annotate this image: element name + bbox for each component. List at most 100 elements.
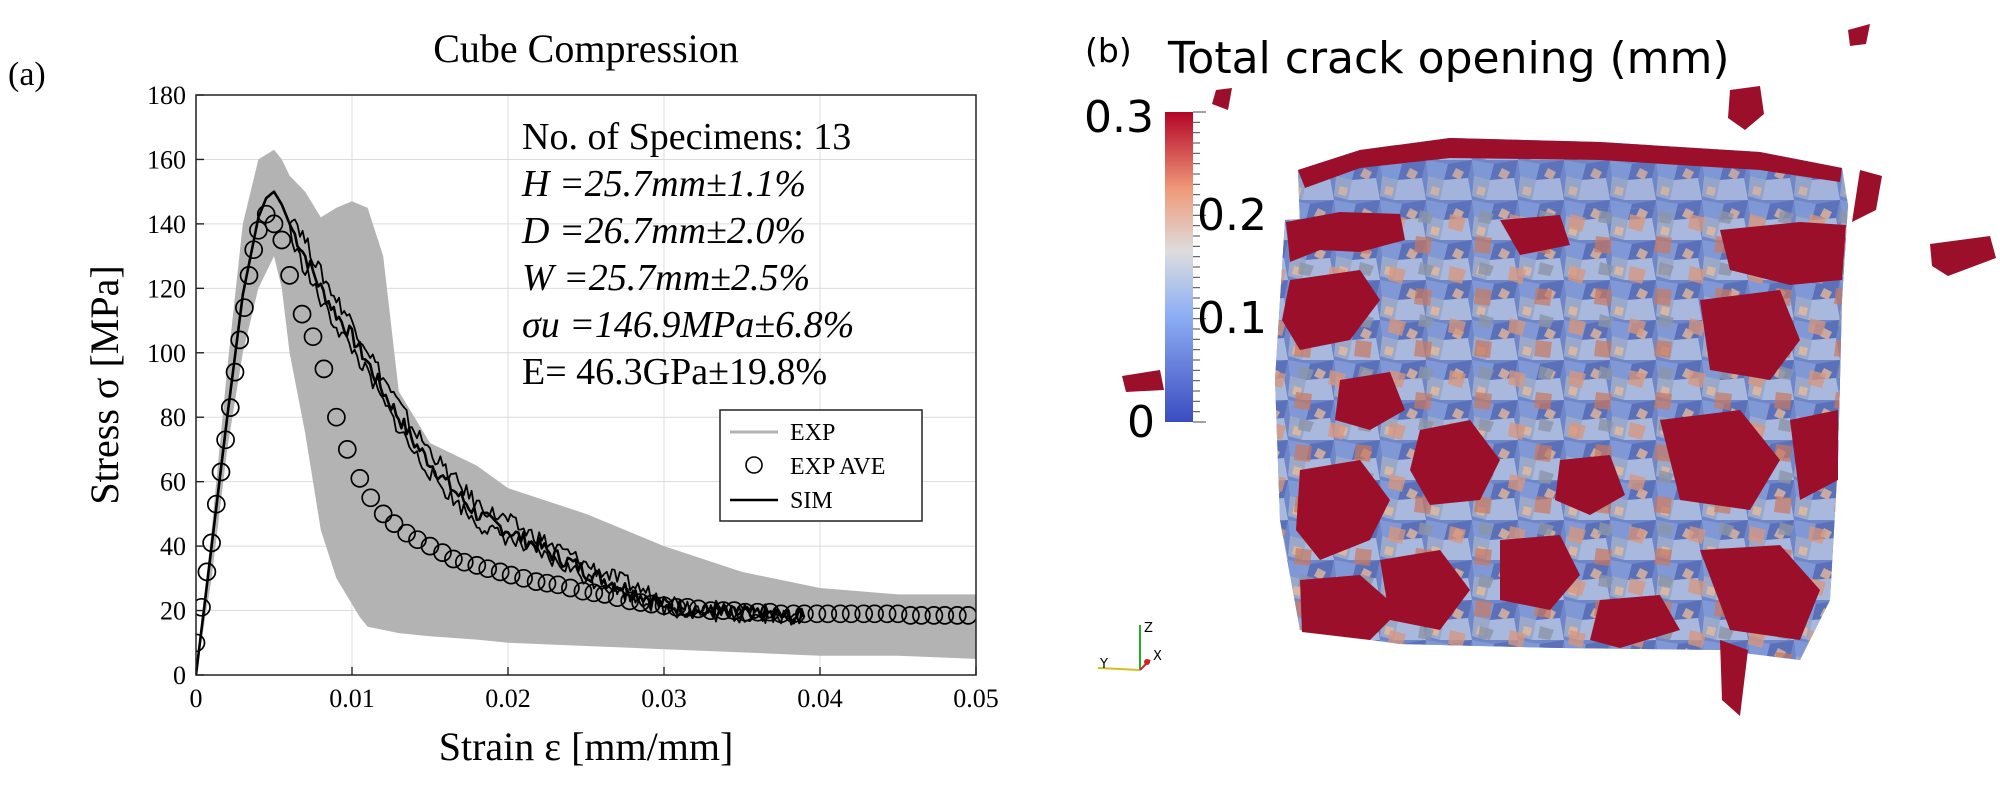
exp-band-layer — [196, 149, 976, 675]
exp-ave-marker — [573, 581, 593, 601]
panel-b: (b) Total crack opening (mm) 0.3 0.2 0.1… — [1084, 24, 1996, 716]
fragment — [1848, 24, 1870, 46]
panel-a: (a) Cube Compression 0 0.01 0.02 0.03 0.04 0.… — [8, 26, 999, 769]
y-tick-label: 60 — [160, 468, 186, 497]
annotation-ultimate-stress: σu =146.9MPa±6.8% — [522, 304, 854, 346]
exp-ave-marker — [877, 604, 897, 624]
annotation-modulus: E= 46.3GPa±19.8% — [522, 351, 827, 393]
exp-ave-marker — [537, 573, 557, 593]
exp-ave-marker — [678, 597, 697, 617]
exp-ave-marker — [501, 565, 521, 585]
y-tick-label: 120 — [147, 274, 186, 303]
legend-exp-label: EXP — [790, 420, 835, 446]
exp-ave-marker — [584, 583, 604, 603]
exp-ave-marker — [397, 523, 416, 543]
exp-ave-marker — [561, 578, 580, 598]
exp-ave-marker — [818, 604, 838, 624]
triad-z-label: Z — [1144, 621, 1153, 636]
exp-ave-marker — [216, 430, 235, 450]
fragment — [1720, 640, 1748, 716]
y-axis-label: Stress σ [MPa] — [82, 265, 127, 504]
x-tick-label: 0.02 — [485, 684, 531, 713]
colorbar-min-label: 0 — [1127, 397, 1155, 448]
y-tick-label: 80 — [160, 403, 186, 432]
exp-ave-marker — [760, 602, 780, 622]
exp-ave-marker-layer — [196, 204, 976, 653]
exp-ave-marker — [337, 440, 357, 459]
exp-ave-marker — [420, 536, 440, 556]
cracked-cube-render — [1122, 24, 1996, 716]
exp-ave-marker — [478, 559, 498, 579]
exp-ave-marker — [244, 240, 264, 260]
exp-ave-marker — [384, 514, 404, 533]
y-tick-label: 140 — [147, 210, 186, 239]
triad-y-axis — [1097, 667, 1141, 671]
legend: EXP EXP AVE SIM — [719, 409, 923, 522]
panel-a-label: (a) — [8, 56, 46, 93]
exp-ave-marker — [350, 469, 370, 488]
axis-ticks: 0 0.01 0.02 0.03 0.04 0.05 0 20 40 60 80 100 120 140 1… — [147, 81, 999, 713]
x-tick-label: 0.05 — [953, 684, 999, 713]
exp-ave-marker — [526, 572, 546, 591]
exp-ave-marker — [467, 556, 487, 575]
exp-ave-marker — [947, 606, 967, 625]
exp-ave-marker — [454, 552, 474, 572]
exp-ave-marker — [667, 597, 686, 617]
annotation-specimens: No. of Specimens: 13 — [522, 116, 851, 158]
exp-ave-marker — [620, 591, 640, 611]
fragment — [1122, 370, 1164, 392]
triad-x-label: X — [1153, 649, 1162, 664]
x-tick-label: 0 — [190, 684, 203, 713]
exp-ave-marker — [444, 549, 463, 569]
exp-ave-marker — [196, 633, 206, 653]
specimen-annotation: No. of Specimens: 13 H =25.7mm±1.1% D =2… — [521, 116, 854, 393]
exp-ave-marker — [220, 398, 240, 417]
exp-ave-marker — [280, 266, 299, 285]
annotation-width: W =25.7mm±2.5% — [522, 257, 810, 299]
exp-ave-marker — [748, 602, 767, 622]
annotation-height: H =25.7mm±1.1% — [521, 163, 806, 205]
fragment — [1728, 86, 1764, 130]
exp-ave-marker — [314, 359, 334, 379]
exp-ave-marker — [865, 604, 884, 624]
legend-exp-ave-label: EXP AVE — [790, 454, 885, 480]
exp-ave-marker — [654, 596, 674, 616]
exp-ave-marker — [548, 575, 568, 595]
exp-ave-marker — [303, 327, 323, 347]
fragment — [1212, 88, 1232, 110]
exp-ave-marker — [239, 266, 259, 285]
panel-b-label: (b) — [1085, 31, 1132, 70]
exp-ave-marker — [912, 606, 931, 625]
y-tick-label: 40 — [160, 532, 186, 561]
panel-b-title: Total crack opening (mm) — [1167, 33, 1730, 84]
legend-box — [719, 409, 923, 522]
y-tick-label: 20 — [160, 597, 186, 626]
exp-ave-marker — [771, 604, 791, 624]
fragment — [1852, 170, 1882, 222]
exp-ave-marker — [935, 606, 955, 625]
colorbar — [1165, 112, 1193, 422]
exp-ave-marker — [735, 602, 755, 622]
exp-ave-marker — [196, 597, 211, 617]
exp-ave-marker — [361, 488, 381, 508]
exp-ave-marker — [607, 588, 627, 608]
sim-line-layer — [196, 190, 806, 675]
colorbar-ticks — [1193, 111, 1206, 423]
fragment — [1930, 236, 1996, 276]
exp-ave-marker — [249, 220, 268, 240]
x-tick-label: 0.03 — [641, 684, 687, 713]
x-axis-label: Strain ε [mm/mm] — [439, 724, 734, 769]
exp-ave-marker — [230, 330, 250, 350]
chart-title: Cube Compression — [433, 26, 739, 71]
exp-ave-marker — [514, 568, 533, 588]
exp-ave-marker — [490, 562, 510, 582]
exp-ave-marker — [888, 604, 908, 624]
colorbar-max-label: 0.3 — [1084, 92, 1154, 143]
exp-ave-marker — [901, 606, 920, 625]
colorbar-label-0-1: 0.1 — [1197, 293, 1267, 344]
exp-ave-marker — [373, 504, 393, 524]
y-tick-label: 160 — [147, 145, 186, 174]
exp-ave-marker — [206, 494, 226, 514]
annotation-depth: D =26.7mm±2.0% — [521, 210, 806, 252]
